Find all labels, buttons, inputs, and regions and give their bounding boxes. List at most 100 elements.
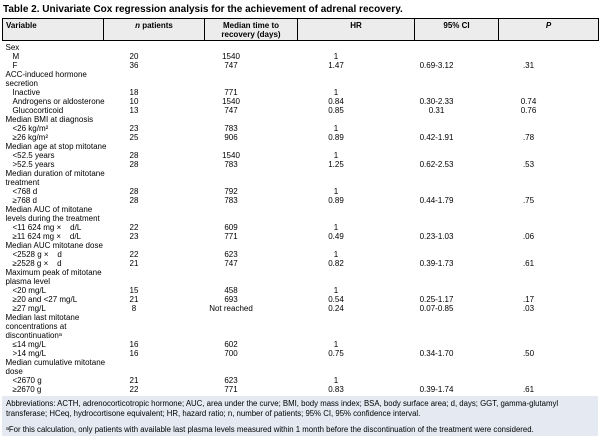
p-cell: .06 <box>522 232 535 241</box>
p-cell: 0.74 <box>520 97 537 106</box>
median-time-cell: 623 <box>224 376 238 385</box>
hr-cell: 1 <box>333 151 339 160</box>
median-time-cell <box>205 313 298 340</box>
hr-cell <box>298 313 415 340</box>
variable-cell: F <box>12 61 18 70</box>
p-cell: .61 <box>522 259 535 268</box>
variable-cell: Median duration of mitotane treatment <box>5 169 105 187</box>
p-cell: .75 <box>522 196 535 205</box>
table-row: ≥2528 g × d 21 747 0.82 0.39-1.73 .61 <box>3 259 599 268</box>
variable-cell: >52.5 years <box>12 160 55 169</box>
table-row: ≥2670 g 22 771 0.83 0.39-1.74 .61 <box>3 385 599 394</box>
group-row: Sex <box>3 41 599 53</box>
variable-cell: Androgens or aldosterone <box>12 97 105 106</box>
median-time-cell: 771 <box>224 88 238 97</box>
median-time-cell <box>205 41 298 53</box>
hr-cell <box>298 169 415 187</box>
p-cell <box>499 241 599 250</box>
n-patients-cell: 22 <box>129 223 139 232</box>
hr-cell: 1 <box>333 376 339 385</box>
variable-cell: ≤14 mg/L <box>12 340 46 349</box>
header-row: Variable n patients Median time to recov… <box>2 18 599 41</box>
ci-cell: 0.69-3.12 <box>419 61 454 70</box>
p-cell <box>499 41 599 53</box>
n-patients-cell <box>104 241 205 250</box>
n-patients-cell: 21 <box>129 295 139 304</box>
median-time-cell: 792 <box>224 187 238 196</box>
p-cell: .53 <box>522 160 535 169</box>
ci-cell: 0.34-1.70 <box>419 349 454 358</box>
table-row: ≤14 mg/L 16 602 1 <box>3 340 599 349</box>
median-time-cell: 1540 <box>222 151 240 160</box>
ci-cell: 0.07-0.85 <box>419 304 454 313</box>
variable-cell: >14 mg/L <box>12 349 47 358</box>
group-row: Median BMI at diagnosis <box>3 115 599 124</box>
hr-cell: 1 <box>333 250 339 259</box>
p-cell <box>499 340 599 349</box>
median-time-cell: 783 <box>224 160 238 169</box>
table-header: Variable n patients Median time to recov… <box>2 18 599 41</box>
ci-cell: 0.30-2.33 <box>419 97 454 106</box>
p-cell <box>499 88 599 97</box>
ci-cell <box>415 241 499 250</box>
ci-cell: 0.23-1.03 <box>419 232 454 241</box>
ci-cell <box>415 169 499 187</box>
variable-cell: Glucocorticoid <box>12 106 64 115</box>
hr-cell <box>298 142 415 151</box>
variable-cell: ≥2670 g <box>12 385 42 394</box>
variable-cell: Inactive <box>12 88 41 97</box>
table-row: F 36 747 1.47 0.69-3.12 .31 <box>3 61 599 70</box>
ci-cell <box>415 41 499 53</box>
variable-cell: Median BMI at diagnosis <box>5 115 94 124</box>
p-cell: .78 <box>522 133 535 142</box>
p-cell <box>499 376 599 385</box>
ci-cell: 0.44-1.79 <box>419 196 454 205</box>
variable-cell: ≥26 kg/m² <box>12 133 49 142</box>
ci-cell <box>415 268 499 286</box>
median-time-cell: 623 <box>224 250 238 259</box>
table-row: >14 mg/L 16 700 0.75 0.34-1.70 .50 <box>3 349 599 358</box>
variable-cell: <2670 g <box>12 376 42 385</box>
table-row: M 20 1540 1 <box>3 52 599 61</box>
n-patients-cell: 10 <box>129 97 139 106</box>
footnote-a: ᵃFor this calculation, only patients wit… <box>6 425 534 434</box>
n-patients-cell <box>104 70 205 88</box>
median-time-cell: 747 <box>224 61 238 70</box>
median-time-cell <box>205 70 298 88</box>
n-patients-cell: 15 <box>129 286 139 295</box>
hr-cell: 0.24 <box>328 304 344 313</box>
variable-cell: <26 kg/m² <box>12 124 49 133</box>
group-row: Median cumulative mitotane dose <box>3 358 599 376</box>
table-row: <2670 g 21 623 1 <box>3 376 599 385</box>
hr-cell <box>298 41 415 53</box>
table-row: ≥768 d 28 783 0.89 0.44-1.79 .75 <box>3 196 599 205</box>
hr-cell: 1 <box>333 187 339 196</box>
table-row: <768 d 28 792 1 <box>3 187 599 196</box>
p-cell <box>499 124 599 133</box>
hr-cell: 0.84 <box>328 97 344 106</box>
ci-cell: 0.62-2.53 <box>419 160 454 169</box>
variable-cell: Median AUC of mitotane levels during the… <box>5 205 100 223</box>
table-row: <26 kg/m² 23 783 1 <box>3 124 599 133</box>
hr-cell: 1 <box>333 286 339 295</box>
ci-cell <box>415 52 499 61</box>
median-time-cell <box>205 205 298 223</box>
n-patients-cell <box>104 268 205 286</box>
table-row: >52.5 years 28 783 1.25 0.62-2.53 .53 <box>3 160 599 169</box>
p-cell: .03 <box>522 304 535 313</box>
table-title: Table 2. Univariate Cox regression analy… <box>3 4 403 15</box>
n-patients-cell: 28 <box>129 151 139 160</box>
median-time-cell: 771 <box>224 385 238 394</box>
p-cell <box>499 187 599 196</box>
n-patients-cell <box>104 205 205 223</box>
ci-cell <box>415 340 499 349</box>
table-row: Androgens or aldosterone 10 1540 0.84 0.30-2… <box>3 97 599 106</box>
group-row: Median AUC mitotane dose <box>3 241 599 250</box>
hr-cell <box>298 205 415 223</box>
n-patients-cell: 8 <box>131 304 137 313</box>
p-cell <box>499 286 599 295</box>
n-patients-cell: 22 <box>129 250 139 259</box>
p-cell <box>499 142 599 151</box>
hr-cell <box>298 70 415 88</box>
variable-cell: ≥768 d <box>12 196 37 205</box>
